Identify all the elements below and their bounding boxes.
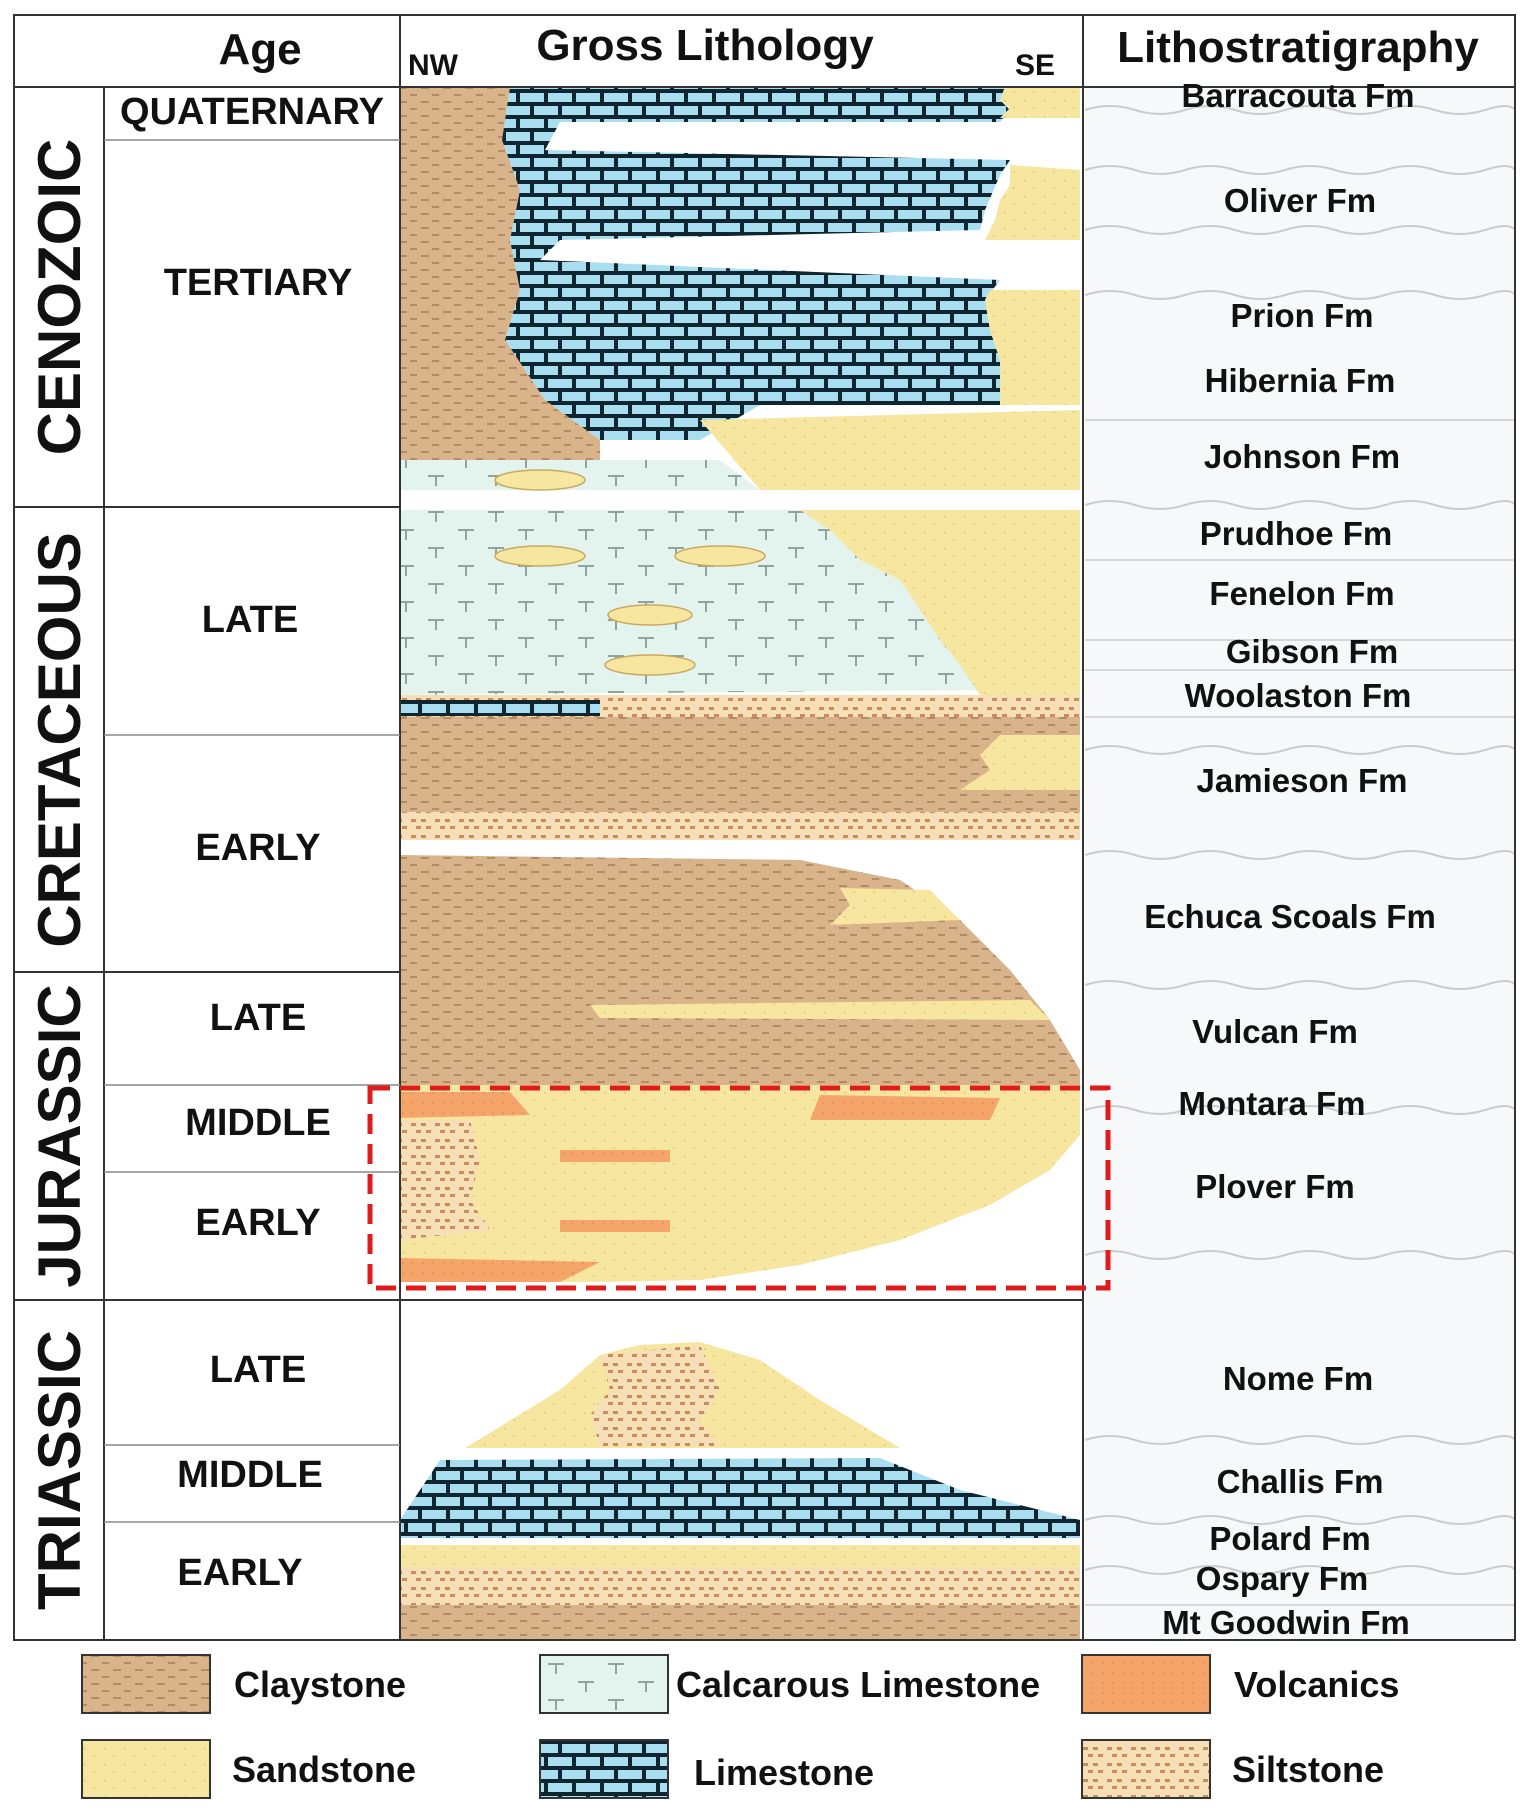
tertiary-sandstone-4 — [700, 410, 1080, 490]
sand-lens — [607, 604, 693, 626]
fm-vulcan: Vulcan Fm — [1192, 1013, 1358, 1050]
nome-siltstone — [590, 1345, 720, 1446]
late-cretaceous-sandstone — [800, 510, 1080, 695]
fm-hibernia: Hibernia Fm — [1205, 362, 1396, 399]
sand-lens — [494, 469, 586, 491]
period-late-triassic: LATE — [210, 1349, 306, 1391]
legend-label-volcanics: Volcanics — [1234, 1664, 1399, 1705]
legend-swatch-volcanics — [1081, 1654, 1211, 1714]
highlight-box — [367, 1085, 1111, 1291]
period-early-jurassic: EARLY — [195, 1202, 320, 1244]
period-late-cretaceous: LATE — [202, 599, 298, 641]
header-lithostratigraphy: Lithostratigraphy — [1117, 23, 1479, 72]
legend-swatch-siltstone — [1081, 1739, 1211, 1799]
woolaston-limestone — [400, 700, 600, 716]
challis-limestone — [400, 1458, 1080, 1538]
montara-volcanics — [400, 1092, 530, 1118]
fm-challis: Challis Fm — [1217, 1463, 1384, 1500]
fm-polard: Polard Fm — [1209, 1520, 1370, 1557]
fm-plover: Plover Fm — [1195, 1168, 1355, 1205]
tertiary-limestone — [502, 87, 1010, 440]
plover-volcanics-1 — [560, 1150, 670, 1162]
header-age: Age — [218, 25, 301, 74]
plover-volcanics-2 — [560, 1220, 670, 1232]
echuca-sandstone — [830, 888, 960, 925]
jamieson-siltstone — [400, 812, 1080, 840]
period-early-cretaceous: EARLY — [195, 827, 320, 869]
plover-sandstone — [400, 1085, 1080, 1282]
period-early-triassic: EARLY — [177, 1552, 302, 1594]
fm-johnson: Johnson Fm — [1204, 438, 1400, 475]
tertiary-sandstone-2 — [985, 165, 1080, 240]
legend-swatch-claystone — [81, 1654, 211, 1714]
lithostratigraphy-bg — [1085, 87, 1515, 1640]
polard-sandstone — [400, 1545, 1080, 1567]
plover-volcanics-3 — [400, 1258, 600, 1282]
tertiary-sandstone-3 — [985, 290, 1080, 405]
legend-label-siltstone: Siltstone — [1232, 1749, 1384, 1790]
period-boundaries — [104, 139, 400, 1523]
table-grid — [13, 14, 1516, 1641]
legend-label-calcareous-limestone: Calcarous Limestone — [676, 1664, 1040, 1705]
legend-swatch-limestone — [539, 1739, 669, 1799]
fm-fenelon: Fenelon Fm — [1209, 575, 1394, 612]
legend-label-limestone: Limestone — [694, 1752, 874, 1793]
fm-ospary: Ospary Fm — [1196, 1560, 1368, 1597]
legend-swatch-sandstone — [81, 1739, 211, 1799]
sand-lens — [674, 545, 766, 567]
header-nw: NW — [408, 49, 459, 82]
ospary-siltstone — [400, 1567, 1080, 1605]
legend-label-claystone: Claystone — [234, 1664, 406, 1705]
era-triassic: TRIASSIC — [26, 1330, 93, 1610]
fm-woolaston: Woolaston Fm — [1185, 677, 1412, 714]
fm-nome: Nome Fm — [1223, 1360, 1373, 1397]
fm-echuca-scoals: Echuca Scoals Fm — [1144, 898, 1436, 935]
sand-lens — [604, 654, 696, 676]
period-tertiary: TERTIARY — [164, 262, 353, 304]
fm-jamieson: Jamieson Fm — [1197, 762, 1408, 799]
formation-boundaries — [1085, 419, 1515, 1606]
period-middle-jurassic: MIDDLE — [185, 1102, 331, 1144]
period-late-jurassic: LATE — [210, 997, 306, 1039]
legend: Claystone Calcarous Limestone Volcanics … — [81, 1654, 1399, 1799]
unconformity-lines — [1084, 105, 1516, 1575]
sand-lens — [494, 545, 586, 567]
header-lithology: Gross Lithology — [536, 21, 874, 70]
jamieson-claystone — [400, 717, 1080, 812]
fm-prion: Prion Fm — [1230, 297, 1373, 334]
fm-gibson: Gibson Fm — [1226, 633, 1398, 670]
legend-swatch-calcareous-limestone — [539, 1654, 669, 1714]
period-middle-triassic: MIDDLE — [177, 1454, 323, 1496]
fm-barracouta: Barracouta Fm — [1182, 77, 1415, 114]
plover-siltstone — [400, 1120, 490, 1240]
legend-label-sandstone: Sandstone — [232, 1749, 416, 1790]
fm-oliver: Oliver Fm — [1224, 182, 1376, 219]
lithology-column — [400, 87, 1080, 1640]
header-se: SE — [1015, 49, 1055, 82]
fm-prudhoe: Prudhoe Fm — [1200, 515, 1393, 552]
fm-mt-goodwin: Mt Goodwin Fm — [1162, 1604, 1409, 1641]
era-jurassic: JURASSIC — [26, 984, 93, 1287]
montara-volcanics-2 — [810, 1095, 1000, 1120]
period-quaternary: QUATERNARY — [120, 91, 384, 133]
tertiary-claystone — [400, 87, 600, 460]
echuca-vulcan-claystone — [400, 855, 1080, 1085]
vulcan-sandstone — [590, 1000, 1050, 1020]
jamieson-sandstone — [960, 735, 1080, 790]
fm-montara: Montara Fm — [1178, 1085, 1365, 1122]
era-cenozoic: CENOZOIC — [26, 139, 93, 456]
mt-goodwin-claystone — [400, 1605, 1080, 1640]
tertiary-sandstone-1 — [1000, 87, 1080, 118]
era-cretaceous: CRETACEOUS — [26, 532, 93, 948]
